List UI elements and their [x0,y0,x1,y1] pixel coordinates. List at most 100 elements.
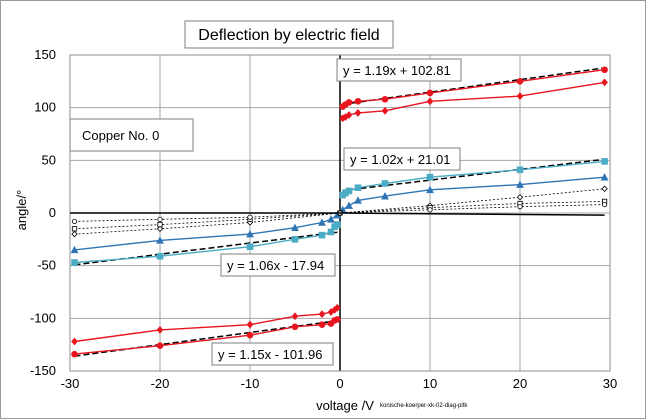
title-box: Deflection by electric field [184,20,394,49]
copper-label: Copper No. 0 [82,128,159,143]
data-point [327,215,335,223]
data-point [318,321,326,328]
data-point [246,331,254,339]
data-point [342,113,349,122]
data-point [291,236,299,243]
data-point [334,316,341,323]
x-tick-label: 20 [513,376,527,391]
data-point [291,312,299,321]
data-point [516,180,524,188]
series-line [70,212,605,216]
data-point [291,223,299,232]
data-point [318,310,326,319]
data-series [339,158,608,199]
data-point [345,99,353,106]
y-tick-label: -150 [30,363,56,378]
data-point [354,196,362,204]
data-series [71,316,341,358]
trendline [342,158,605,192]
data-point [327,228,335,236]
y-axis-title: angle/° [14,190,29,231]
data-point [156,252,164,260]
y-tick-label: -100 [30,310,56,325]
data-point [345,111,353,119]
data-point [246,320,254,329]
footnote-text: konische-koerper-xk-02-diag-pltk [380,403,468,409]
data-point [517,204,523,210]
data-point [601,201,608,208]
data-series [71,303,341,346]
equation-label: y = 1.19x + 102.81 [343,63,451,78]
data-point [601,158,608,165]
x-axis-title: voltage /V [316,398,374,413]
trendline [342,67,605,106]
data-point [354,109,362,117]
data-point [354,98,362,105]
data-point [354,184,362,192]
data-point [427,207,433,213]
data-point [71,337,78,346]
data-point [381,95,389,103]
data-point [516,92,524,100]
data-point [345,201,353,209]
data-point [381,180,389,187]
copper-label-box: Copper No. 0 [69,118,194,152]
y-tick-label: 0 [49,205,56,220]
data-point [426,89,434,97]
data-point [318,218,326,226]
data-point [516,78,524,85]
data-point [600,173,609,181]
x-tick-label: 10 [423,376,437,391]
data-point [334,303,341,312]
data-point [157,221,163,228]
data-point [318,231,326,239]
data-series [339,66,608,110]
data-point [71,226,78,232]
equation-label: y = 1.06x - 17.94 [227,258,324,273]
y-tick-label: -50 [37,258,56,273]
data-point [601,66,608,74]
data-point [71,259,78,266]
x-tick-label: -10 [241,376,260,391]
data-point [426,185,434,194]
data-point [426,173,434,181]
y-tick-label: 150 [34,47,56,62]
data-point [156,342,164,350]
y-tick-label: 50 [42,152,56,167]
data-point [342,189,349,197]
data-point [156,225,164,232]
data-point [516,166,524,174]
data-point [381,106,389,115]
equation-box [336,58,462,82]
data-series [71,221,341,266]
data-point [246,229,254,238]
data-point [601,78,608,87]
x-tick-label: -30 [61,376,80,391]
data-point [333,211,342,219]
data-point [156,326,164,334]
data-point [345,187,353,195]
data-point [516,194,524,201]
equation-box [343,147,461,171]
data-series [339,78,608,123]
data-point [247,214,253,220]
equation-label: y = 1.02x + 21.01 [350,152,450,167]
data-point [381,192,389,200]
chart-title: Deflection by electric field [198,27,379,44]
series-layer [70,66,609,358]
equation-labels: y = 1.19x + 102.81 y = 1.02x + 21.01 y = 1… [211,58,462,366]
x-tick-label: -20 [151,376,170,391]
series-line [74,307,338,343]
data-point [291,323,299,331]
data-series [70,212,605,216]
equation-box [211,342,334,366]
data-point [70,245,79,254]
y-tick-label: 100 [34,100,56,115]
data-point [71,218,78,225]
data-point [156,236,164,244]
x-tick-label: 30 [603,376,617,391]
equation-label: y = 1.15x - 101.96 [218,347,322,362]
x-tick-label: 0 [336,376,343,391]
